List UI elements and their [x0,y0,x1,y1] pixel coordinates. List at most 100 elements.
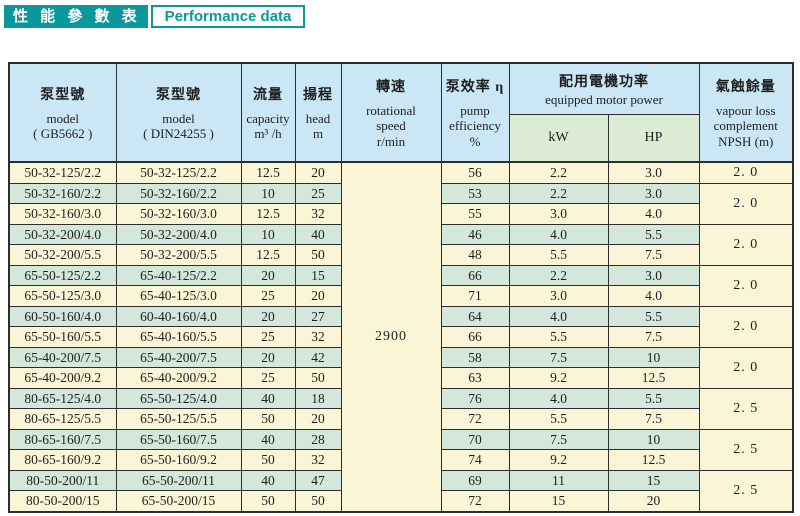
kw-cell: 15 [508,490,609,512]
model-gb-cell: 60-50-160/4.0 [8,305,117,327]
hp-cell: 5.5 [607,387,700,409]
table-row: 80-65-160/7.5 65-50-160/7.5 40 28 70 7.5 10 2. … [8,428,794,471]
kw-cell: 11 [508,469,609,491]
model-din-cell: 65-40-125/2.2 [115,264,242,286]
table-row: 80-65-160/9.2 65-50-160/9.2 50 32 74 9.2 12.5 [8,449,793,471]
hp-cell: 7.5 [607,408,700,430]
model-din-cell: 65-50-160/9.2 [115,449,242,471]
head-cell: 20 [294,161,342,184]
capacity-cell: 50 [240,449,296,471]
model-din-cell: 65-50-200/15 [115,490,242,512]
kw-cell: 4.0 [508,387,609,409]
model-gb-cell: 50-32-160/3.0 [8,203,117,225]
model-gb-cell: 80-65-125/5.5 [8,408,117,430]
efficiency-cell: 70 [440,428,510,450]
model-gb-cell: 50-32-200/5.5 [8,244,117,266]
capacity-cell: 25 [240,326,296,348]
capacity-cell: 25 [240,367,296,389]
hp-cell: 3.0 [607,182,700,204]
head-cell: 18 [294,387,342,409]
npsh-cell: 2. 0 [698,182,794,225]
page-title-zh: 性 能 參 數 表 [4,5,148,28]
model-gb-cell: 80-50-200/11 [8,469,117,491]
model-din-cell: 50-32-160/3.0 [115,203,242,225]
efficiency-cell: 48 [440,244,510,266]
model-gb-cell: 65-50-125/2.2 [8,264,117,286]
kw-cell: 2.2 [508,161,609,184]
kw-cell: 3.0 [508,285,609,307]
efficiency-cell: 58 [440,346,510,368]
kw-cell: 4.0 [508,305,609,327]
table-row: 50-32-200/5.5 50-32-200/5.5 12.5 50 48 5.5 7.5 [8,244,793,266]
hp-cell: 5.5 [607,223,700,245]
col-header-motor-power: 配用電機功率 equipped motor power [508,62,700,115]
model-gb-cell: 65-50-160/5.5 [8,326,117,348]
model-din-cell: 65-40-125/3.0 [115,285,242,307]
hp-cell: 10 [607,428,700,450]
speed-cell: 2900 [340,161,442,512]
capacity-cell: 12.5 [240,203,296,225]
efficiency-cell: 76 [440,387,510,409]
efficiency-cell: 63 [440,367,510,389]
kw-cell: 5.5 [508,326,609,348]
model-gb-cell: 65-50-125/3.0 [8,285,117,307]
kw-cell: 5.5 [508,244,609,266]
model-gb-cell: 80-50-200/15 [8,490,117,512]
model-din-cell: 50-32-125/2.2 [115,161,242,184]
head-cell: 32 [294,449,342,471]
kw-cell: 5.5 [508,408,609,430]
model-din-cell: 50-32-160/2.2 [115,182,242,204]
head-cell: 32 [294,203,342,225]
efficiency-cell: 53 [440,182,510,204]
kw-cell: 7.5 [508,428,609,450]
capacity-cell: 25 [240,285,296,307]
efficiency-cell: 55 [440,203,510,225]
hp-cell: 3.0 [607,161,700,184]
hp-cell: 20 [607,490,700,512]
col-header-efficiency: 泵效率 η pump efficiency% [440,62,510,163]
hp-cell: 12.5 [607,449,700,471]
head-cell: 20 [294,285,342,307]
head-cell: 50 [294,244,342,266]
capacity-cell: 12.5 [240,244,296,266]
head-cell: 15 [294,264,342,286]
npsh-cell: 2. 5 [698,469,794,512]
col-header-model-gb: 泵型號 model( GB5662 ) [8,62,117,163]
table-row: 50-32-125/2.2 50-32-125/2.2 12.5 20 2900 56 2.… [8,161,794,512]
col-header-head: 揚程 head m [294,62,342,163]
head-cell: 40 [294,223,342,245]
efficiency-cell: 72 [440,490,510,512]
hp-cell: 4.0 [607,203,700,225]
model-gb-cell: 50-32-125/2.2 [8,161,117,184]
head-cell: 32 [294,326,342,348]
page-title-en: Performance data [150,5,306,28]
hp-cell: 4.0 [607,285,700,307]
model-din-cell: 65-50-125/4.0 [115,387,242,409]
hp-cell: 12.5 [607,367,700,389]
table-row: 65-40-200/9.2 65-40-200/9.2 25 50 63 9.2 12.5 [8,367,793,389]
col-header-npsh: 氣蝕餘量 vapour loss complement NPSH (m) [698,62,794,163]
npsh-cell: 2. 0 [698,346,794,389]
efficiency-cell: 46 [440,223,510,245]
npsh-cell: 2. 5 [698,387,794,430]
table-row: 50-32-160/3.0 50-32-160/3.0 12.5 32 55 3.0 4.0 [8,203,793,225]
col-header-kw: kW [508,114,609,163]
table-row: 80-65-125/4.0 65-50-125/4.0 40 18 76 4.0 5.5 2.… [8,387,794,430]
hp-cell: 10 [607,346,700,368]
efficiency-cell: 72 [440,408,510,430]
page-title: 性 能 參 數 表 Performance data [4,5,306,28]
kw-cell: 4.0 [508,223,609,245]
hp-cell: 5.5 [607,305,700,327]
model-gb-cell: 80-65-160/9.2 [8,449,117,471]
capacity-cell: 20 [240,305,296,327]
kw-cell: 7.5 [508,346,609,368]
model-gb-cell: 65-40-200/7.5 [8,346,117,368]
efficiency-cell: 66 [440,326,510,348]
kw-cell: 2.2 [508,264,609,286]
model-din-cell: 65-50-200/11 [115,469,242,491]
table-row: 65-40-200/7.5 65-40-200/7.5 20 42 58 7.5 10 2. … [8,346,794,389]
npsh-cell: 2. 0 [698,264,794,307]
capacity-cell: 50 [240,408,296,430]
kw-cell: 9.2 [508,449,609,471]
model-din-cell: 65-40-200/7.5 [115,346,242,368]
